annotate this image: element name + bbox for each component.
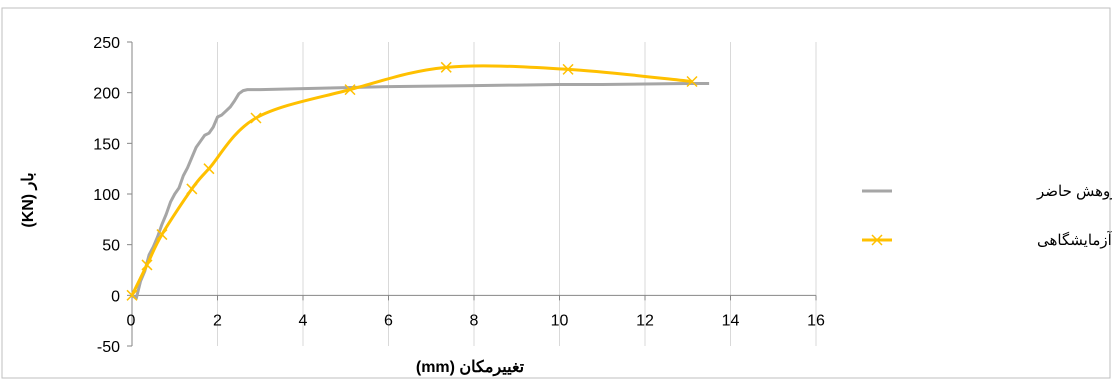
x-tick-label-6: 12: [636, 312, 654, 329]
legend-x-mark-1: [871, 234, 883, 246]
series-lines: [126, 61, 710, 301]
x-tick-label-8: 16: [807, 312, 825, 329]
series-1-point-9: [686, 75, 698, 88]
y-tick-label-3: 100: [93, 187, 120, 204]
y-tick-label-4: 150: [93, 136, 120, 153]
series-1-point-6: [344, 84, 356, 96]
legend-marker-experimental: [871, 234, 883, 246]
x-tick-label-5: 10: [551, 312, 569, 329]
y-tick-label-1: 0: [111, 288, 120, 305]
y-tick-label-2: 50: [102, 238, 120, 255]
y-tick-label-5: 200: [93, 86, 120, 103]
x-tick-label-4: 8: [470, 312, 479, 329]
legend: منحنی پژوهش حاضر منحنی پوش آزمایشگاهی: [862, 183, 1112, 249]
series-1-point-3: [186, 183, 198, 195]
series-1-point-4: [203, 163, 215, 175]
series-1-point-7: [440, 61, 452, 73]
x-tick-label-2: 4: [299, 312, 308, 329]
series-1-point-2: [156, 229, 168, 241]
series-line-0: [131, 82, 710, 300]
x-tick-label-1: 2: [213, 312, 222, 329]
series-1-point-1: [141, 259, 153, 271]
x-tick-label-3: 6: [384, 312, 393, 329]
x-tick-label-0: 0: [127, 312, 136, 329]
legend-label-research: منحنی پژوهش حاضر: [1036, 183, 1112, 200]
legend-label-experimental: منحنی پوش آزمایشگاهی: [1037, 231, 1112, 249]
y-axis-title: بار (KN): [20, 172, 38, 227]
series-1-point-8: [562, 63, 574, 75]
series-1-point-5: [250, 112, 262, 124]
series-1-point-0: [126, 289, 138, 301]
tick-labels: -50 0 50 100 150 200 250 0 2 4 6 8 10 12 14 16: [93, 35, 825, 356]
x-tick-label-7: 14: [722, 312, 740, 329]
x-axis-title: تغییرمکان (mm): [416, 359, 525, 377]
y-tick-label-0: -50: [97, 339, 120, 356]
y-tick-label-6: 250: [93, 35, 120, 52]
